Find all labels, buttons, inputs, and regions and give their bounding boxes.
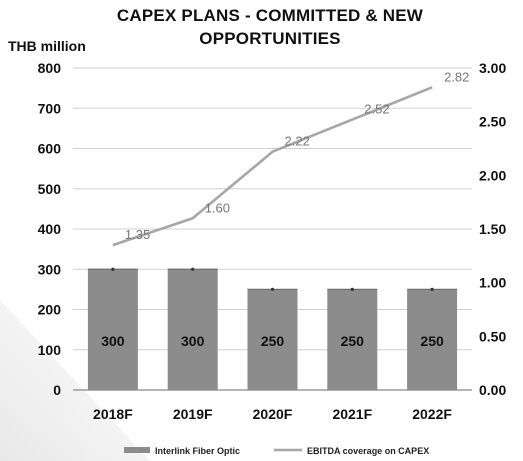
y-axis-left-tick-label: 0 <box>53 382 61 398</box>
y-axis-left-tick-label: 700 <box>38 100 62 116</box>
line-value-label: 2.52 <box>364 102 389 117</box>
line-value-label: 1.60 <box>205 200 230 215</box>
x-axis-tick-label: 2020F <box>253 406 293 422</box>
legend: Interlink Fiber Optic EBITDA coverage on … <box>124 446 429 456</box>
bar <box>247 289 298 390</box>
bar-series: 300 300 250 250 250 <box>87 267 458 390</box>
y-axis-left-tick-label: 200 <box>38 302 62 318</box>
legend-label-bars: Interlink Fiber Optic <box>155 446 240 456</box>
y-axis-left-tick-label: 600 <box>38 141 62 157</box>
bar <box>87 269 138 390</box>
y-axis-right-tick-label: 3.00 <box>479 60 506 76</box>
bar <box>407 289 458 390</box>
x-axis-tick-label: 2018F <box>93 406 133 422</box>
y-axis-left-label: THB million <box>8 38 86 54</box>
y-axis-right-tick-label: 1.00 <box>479 275 506 291</box>
y-axis-right-tick-label: 0.50 <box>479 328 506 344</box>
y-axis-left-tick-label: 400 <box>38 221 62 237</box>
y-axis-left-tick-label: 800 <box>38 60 62 76</box>
bar <box>327 289 378 390</box>
line-series: 1.35 1.60 2.22 2.52 2.82 <box>112 69 469 247</box>
line-value-label: 2.82 <box>444 69 469 84</box>
legend-label-line: EBITDA coverage on CAPEX <box>307 446 429 456</box>
y-axis-right-ticks: 0.00 0.50 1.00 1.50 2.00 2.50 3.00 <box>479 60 506 398</box>
y-axis-left-tick-label: 500 <box>38 181 62 197</box>
bar-value-label: 250 <box>420 333 444 349</box>
x-axis-tick-label: 2019F <box>173 406 213 422</box>
y-axis-right-tick-label: 0.00 <box>479 382 506 398</box>
y-axis-left-tick-label: 300 <box>38 261 62 277</box>
y-axis-left-ticks: 0 100 200 300 400 500 600 700 800 <box>38 60 62 398</box>
bar-value-label: 300 <box>181 333 205 349</box>
bar-top-marker <box>430 287 434 291</box>
bar-top-marker <box>350 287 354 291</box>
bar <box>167 269 218 390</box>
bar-top-marker <box>191 267 195 271</box>
x-axis-ticks: 2018F 2019F 2020F 2021F 2022F <box>93 406 452 422</box>
bar-value-label: 300 <box>101 333 125 349</box>
x-axis-tick-label: 2021F <box>332 406 372 422</box>
y-axis-right-tick-label: 2.50 <box>479 114 506 130</box>
y-axis-right-tick-label: 1.50 <box>479 221 506 237</box>
y-axis-right-tick-label: 2.00 <box>479 167 506 183</box>
legend-swatch-bars <box>124 447 150 453</box>
y-axis-left-tick-label: 100 <box>38 342 62 358</box>
bar-value-label: 250 <box>261 333 285 349</box>
line-value-label: 1.35 <box>125 227 150 242</box>
chart-title-line-1: CAPEX PLANS - COMMITTED & NEW <box>116 6 424 25</box>
chart-title-line-2: OPPORTUNITIES <box>199 29 341 48</box>
gridlines <box>73 67 472 391</box>
bar-top-marker <box>111 267 115 271</box>
line-value-label: 2.22 <box>285 134 310 149</box>
bar-value-label: 250 <box>341 333 365 349</box>
bar-top-marker <box>270 287 275 291</box>
x-axis-tick-label: 2022F <box>412 406 452 422</box>
